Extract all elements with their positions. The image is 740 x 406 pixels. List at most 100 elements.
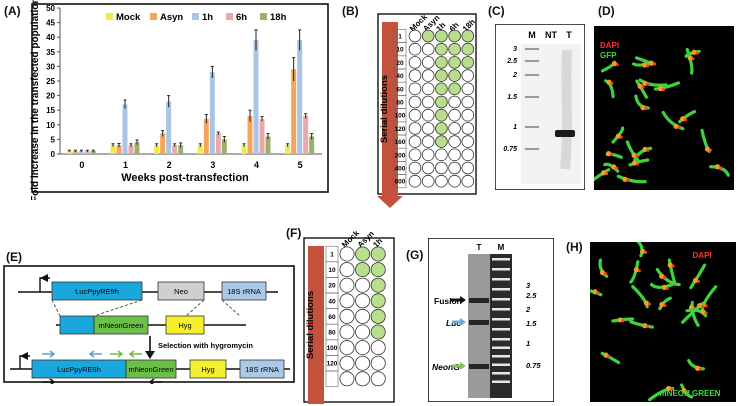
nucleus	[714, 164, 721, 170]
nucleus	[648, 60, 654, 66]
svg-text:LucPpyRE9h: LucPpyRE9h	[57, 365, 101, 374]
gel-g: T M 32.521.510.75 Fusion Luc NeonG	[428, 238, 554, 402]
marker-size: 2	[525, 305, 531, 314]
well-negative	[448, 95, 461, 109]
nucleus	[642, 146, 648, 152]
neo-box	[157, 281, 205, 301]
well-negative	[448, 161, 461, 175]
bar-mock-3	[197, 145, 203, 154]
dapi-label-d: DAPI	[600, 41, 619, 50]
parasite-cell	[600, 351, 621, 365]
nucleus	[615, 133, 621, 139]
bar-6h-1	[128, 145, 134, 154]
well-negative	[421, 122, 435, 135]
well-negative	[461, 69, 475, 82]
well-negative	[355, 340, 371, 356]
luc-box-top	[51, 281, 143, 301]
nucleus	[666, 385, 672, 392]
y-tick-label: 40	[46, 33, 55, 42]
well-negative	[448, 122, 461, 135]
well-negative	[448, 135, 461, 148]
construct-diagram: LucPpyRE9h Neo 18S rRNA mNeonGreen Hyg S…	[3, 265, 295, 384]
ladder-band	[492, 355, 510, 358]
bar-6h-4	[259, 118, 265, 154]
selection-text: Selection with hygromycin	[158, 341, 253, 350]
bar-18h-3	[221, 139, 227, 154]
nucleus	[681, 387, 687, 394]
bar-1h-2	[166, 101, 172, 154]
bar-asyn-3	[203, 118, 209, 154]
x-tick-label: 1	[123, 160, 128, 170]
well-positive	[435, 95, 448, 109]
ladder-band	[492, 328, 510, 331]
ladder-band	[525, 96, 539, 98]
ladder-band	[492, 338, 510, 341]
ladder-band	[492, 363, 510, 366]
marker-size: 2.5	[525, 291, 537, 300]
dilution-row-label: 120	[327, 361, 338, 368]
well-negative	[408, 108, 422, 122]
panel-b-label: (B)	[342, 4, 359, 18]
lane-t: T	[566, 30, 572, 40]
well-negative	[461, 122, 475, 135]
well-negative	[421, 135, 435, 148]
band-luc	[469, 320, 489, 325]
nucleus	[667, 262, 673, 268]
bar-18h-1	[134, 142, 140, 154]
well-negative	[421, 95, 435, 109]
marker-size: 1.5	[507, 94, 517, 101]
dilution-row-label: 400	[395, 166, 406, 173]
well-negative	[435, 174, 448, 188]
panel-e-label: (E)	[6, 250, 22, 264]
well-negative	[408, 135, 422, 148]
x-tick-label: 2	[167, 160, 172, 170]
dilution-row-label: 10	[396, 47, 404, 54]
ladder-band	[492, 308, 510, 311]
nucleus	[692, 277, 699, 283]
bar-1h-5	[297, 40, 303, 155]
bar-18h-2	[178, 145, 184, 154]
ladder-band	[492, 380, 510, 383]
well-positive	[370, 246, 386, 262]
well-positive	[370, 308, 386, 324]
dilution-row-label: 20	[328, 283, 336, 290]
well-negative	[408, 148, 422, 162]
dilution-row-label: 20	[396, 60, 404, 67]
svg-text:mNeonGreen: mNeonGreen	[128, 365, 173, 374]
well-positive	[435, 56, 448, 69]
well-negative	[355, 371, 371, 387]
well-positive	[435, 29, 448, 43]
well-negative	[408, 82, 422, 96]
parasite-cell	[685, 308, 708, 318]
y-tick-label: 45	[46, 19, 55, 28]
well-positive	[435, 108, 448, 122]
well-positive	[370, 293, 386, 309]
nucleus	[642, 80, 648, 86]
well-positive	[370, 262, 386, 278]
x-axis-label: Weeks post-transfection	[121, 172, 249, 184]
well-negative	[408, 69, 422, 82]
well-negative	[421, 69, 435, 82]
well-negative	[408, 29, 422, 43]
nucleus	[657, 86, 664, 92]
dilution-row-label: 200	[395, 152, 406, 159]
ladder-band	[492, 288, 510, 291]
legend-swatch-6h	[226, 13, 233, 20]
nucleus	[601, 170, 607, 176]
dilution-row-label: 60	[328, 314, 336, 321]
well-negative	[339, 262, 355, 278]
fusion-label: Fusion	[434, 296, 462, 306]
nucleus	[640, 248, 646, 254]
rrna-box-top	[221, 281, 267, 301]
svg-text:Hyg: Hyg	[201, 365, 214, 374]
hyg-box-bottom	[189, 359, 227, 379]
ladder-band	[525, 48, 539, 50]
nucleus	[643, 300, 650, 306]
well-negative	[355, 293, 371, 309]
nucleus	[694, 365, 701, 371]
parasite-cell	[684, 49, 701, 58]
panel-c-label: (C)	[488, 4, 505, 18]
well-positive	[355, 262, 371, 278]
dilution-label: Serial dilutions	[305, 291, 316, 359]
marker-size: 1.5	[526, 319, 537, 328]
